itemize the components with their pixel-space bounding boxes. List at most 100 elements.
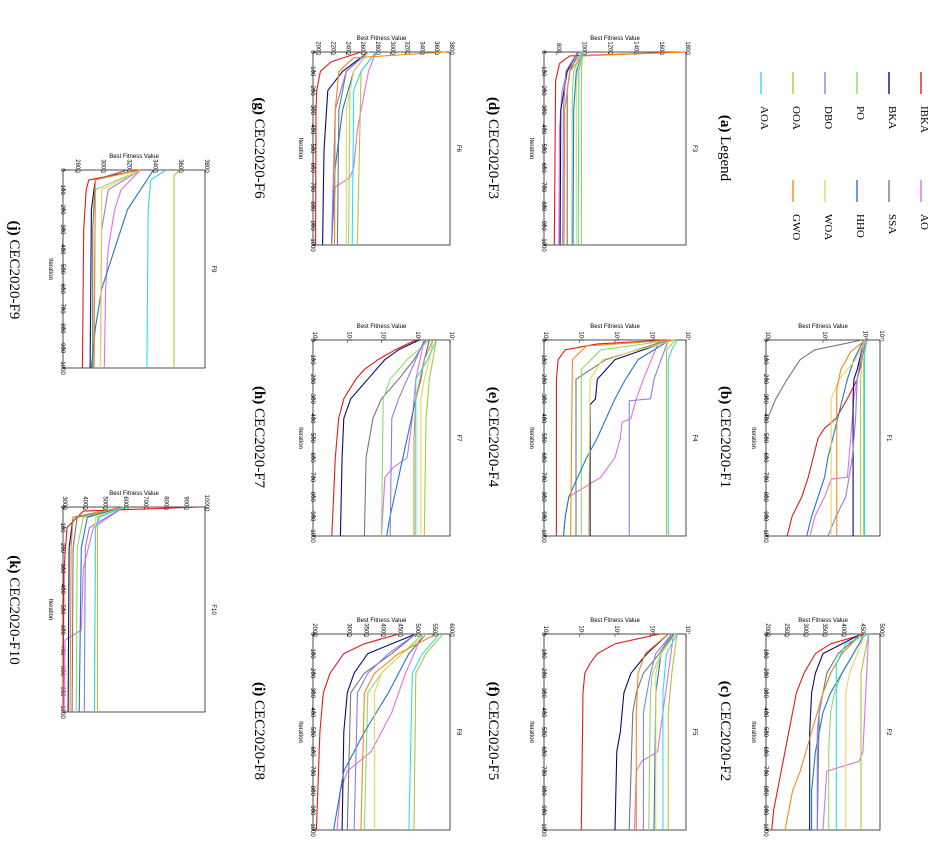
legend-label: AO xyxy=(918,214,930,230)
series-gwo-line xyxy=(93,169,141,369)
x-axis-label: Iteration xyxy=(750,427,756,449)
x-tick-label: 1000 xyxy=(309,823,315,837)
x-tick-label: 600 xyxy=(309,453,315,464)
x-tick-label: 800 xyxy=(309,201,315,212)
y-tick-label: 3600 xyxy=(433,41,439,55)
y-axis-label: Best Fitness Value xyxy=(109,154,159,160)
x-tick-label: 300 xyxy=(540,688,546,699)
series-ibka-line xyxy=(315,633,399,831)
y-tick-label: 10⁶ xyxy=(414,331,421,341)
y-tick-label: 3500 xyxy=(362,623,368,637)
x-tick-label: 400 xyxy=(540,413,546,424)
x-tick-label: 200 xyxy=(762,374,768,385)
y-tick-label: 1000 xyxy=(581,41,587,55)
series-dbo-line xyxy=(83,506,125,713)
caption-letter: (f) xyxy=(485,682,501,697)
series-gwo-line xyxy=(563,51,685,246)
series-ooa-line xyxy=(665,339,676,536)
y-tick-label: 10⁷ xyxy=(448,332,455,341)
x-tick-label: 100 xyxy=(540,649,546,660)
legend-item-bka: BKA xyxy=(886,72,898,129)
x-tick-label: 200 xyxy=(59,205,65,216)
y-tick-label: 10⁵ xyxy=(821,331,828,341)
x-tick-label: 900 xyxy=(762,511,768,522)
legend-label: BKA xyxy=(886,106,898,129)
series-woa-line xyxy=(830,339,866,536)
x-tick-label: 100 xyxy=(59,522,65,533)
y-tick-label: 6000 xyxy=(448,623,454,637)
series-aoa-line xyxy=(863,339,868,536)
x-tick-label: 400 xyxy=(762,707,768,718)
y-tick-label: 3400 xyxy=(151,159,157,173)
legend-caption: (a) Legend xyxy=(717,115,733,182)
x-tick-label: 100 xyxy=(762,355,768,366)
series-ibka-line xyxy=(62,506,201,713)
x-tick-label: 900 xyxy=(762,805,768,816)
y-tick-label: 10⁶ xyxy=(649,625,656,635)
y-axis-label: Best Fitness Value xyxy=(798,324,848,330)
caption-letter: (c) xyxy=(717,681,733,698)
y-axis-label: Best Fitness Value xyxy=(798,618,848,624)
x-tick-label: 300 xyxy=(540,105,546,116)
y-tick-label: 5500 xyxy=(431,623,437,637)
chart-f7: 0 100 200 300 400 500 600 700 800 900 1000 10³ 10⁴ 10… xyxy=(251,324,461,543)
y-tick-label: 2000 xyxy=(315,41,321,55)
y-tick-label: 1200 xyxy=(607,41,613,55)
x-tick-label: 400 xyxy=(540,124,546,135)
x-tick-label: 1000 xyxy=(309,238,315,252)
x-tick-label: 800 xyxy=(540,492,546,503)
x-tick-label: 300 xyxy=(59,224,65,235)
legend-panel: IBKA AO BKA SSA PO HHO DBO WOA OOA GWO AOA (a) Lege… xyxy=(717,72,930,240)
x-tick-label: 400 xyxy=(540,707,546,718)
x-axis-label: Iteration xyxy=(528,138,534,160)
series-ssa-line xyxy=(628,633,673,831)
x-tick-label: 100 xyxy=(540,355,546,366)
series-hho-line xyxy=(333,633,427,831)
chart-f3: 0 100 200 300 400 500 600 700 800 900 1000 800 1000 1… xyxy=(485,36,697,252)
legend-label: PO xyxy=(854,106,866,120)
x-tick-label: 300 xyxy=(540,394,546,405)
legend-item-hho: HHO xyxy=(854,180,866,238)
caption-text: Legend xyxy=(717,132,733,181)
x-tick-label: 0 xyxy=(309,50,315,54)
series-hho-line xyxy=(572,51,584,246)
y-tick-label: 1400 xyxy=(632,41,638,55)
x-tick-label: 600 xyxy=(309,163,315,174)
series-ooa-line xyxy=(423,339,437,537)
y-tick-label: 10⁷ xyxy=(684,332,691,341)
y-tick-label: 3000 xyxy=(61,496,67,510)
caption-text: CEC2020-F8 xyxy=(251,696,267,780)
x-tick-label: 0 xyxy=(540,50,546,54)
series-dbo-line xyxy=(353,633,417,831)
y-tick-label: 4500 xyxy=(397,623,403,637)
x-tick-label: 1000 xyxy=(540,238,546,252)
y-tick-label: 10⁰ xyxy=(764,331,771,341)
y-tick-label: 5000 xyxy=(878,623,884,637)
series-aoa-line xyxy=(835,633,869,830)
y-tick-label: 3200 xyxy=(404,41,410,55)
caption-letter: (a) xyxy=(717,115,733,133)
caption-text: CEC2020-F4 xyxy=(485,403,501,487)
series-hho-line xyxy=(562,339,671,537)
x-tick-label: 200 xyxy=(540,668,546,679)
y-axis-label: Best Fitness Value xyxy=(357,36,407,42)
y-tick-label: 4000 xyxy=(380,623,386,637)
y-tick-label: 2000 xyxy=(764,623,770,637)
y-tick-label: 10⁴ xyxy=(345,331,352,341)
x-tick-label: 900 xyxy=(309,805,315,816)
x-tick-label: 0 xyxy=(762,632,768,636)
x-tick-label: 900 xyxy=(540,221,546,232)
series-ssa-line xyxy=(346,633,417,831)
y-axis-label: Best Fitness Value xyxy=(590,618,640,624)
x-tick-label: 1000 xyxy=(540,823,546,837)
legend-item-ooa: OOA xyxy=(790,72,802,130)
x-tick-label: 500 xyxy=(59,264,65,275)
x-tick-label: 500 xyxy=(540,727,546,738)
x-tick-label: 300 xyxy=(762,688,768,699)
y-tick-label: 3600 xyxy=(177,159,183,173)
x-tick-label: 300 xyxy=(762,394,768,405)
x-tick-label: 500 xyxy=(540,143,546,154)
x-tick-label: 1000 xyxy=(59,361,65,375)
panel-caption: (k) CEC2020-F10 xyxy=(6,555,22,665)
